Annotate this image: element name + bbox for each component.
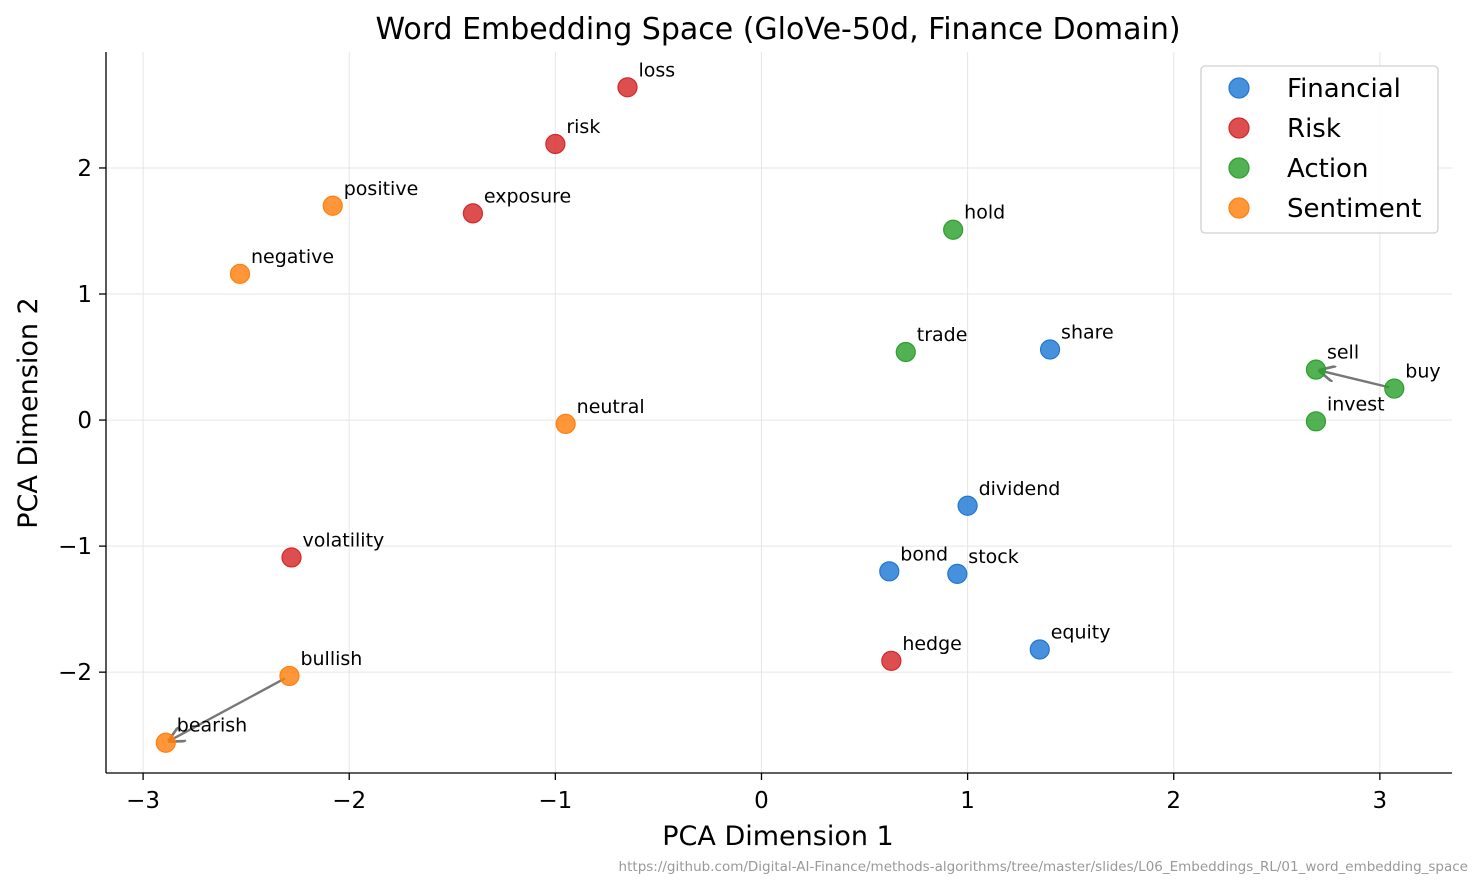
legend-marker-sentiment [1228, 197, 1250, 219]
point-exposure [462, 203, 484, 224]
x-tick-label: −2 [332, 788, 366, 814]
legend-marker-action [1228, 157, 1250, 179]
label-exposure: exposure [484, 185, 571, 207]
legend-label-action: Action [1287, 154, 1368, 184]
chart-title: Word Embedding Space (GloVe-50d, Finance… [375, 12, 1180, 47]
y-tick-label: 1 [77, 282, 92, 308]
data-labels: share dividend bond stock equity loss risk expo… [177, 59, 1441, 736]
label-bullish: bullish [300, 648, 362, 670]
point-buy [1384, 378, 1405, 399]
label-sell: sell [1327, 342, 1359, 364]
y-tick-label: 0 [77, 408, 92, 434]
label-hold: hold [964, 202, 1005, 224]
point-volatility [281, 547, 302, 568]
x-tick-label: 2 [1166, 788, 1181, 814]
point-invest [1305, 411, 1327, 432]
legend: Financial Risk Action Sentiment [1200, 65, 1439, 234]
x-tick-label: 0 [754, 788, 769, 814]
label-dividend: dividend [979, 478, 1061, 500]
point-dividend [957, 495, 978, 516]
legend-label-sentiment: Sentiment [1287, 194, 1421, 224]
point-equity [1029, 639, 1050, 660]
axes [105, 52, 1452, 774]
data-points [155, 77, 1405, 753]
label-equity: equity [1051, 621, 1111, 643]
x-axis-label: PCA Dimension 1 [662, 821, 893, 852]
y-tick-label: −2 [58, 660, 92, 686]
point-sell [1305, 359, 1327, 380]
label-neutral: neutral [577, 396, 645, 418]
label-volatility: volatility [303, 529, 385, 551]
point-risk [545, 133, 566, 155]
label-bond: bond [900, 543, 948, 565]
label-loss: loss [638, 59, 675, 81]
legend-marker-risk [1228, 117, 1250, 139]
legend-label-financial: Financial [1287, 74, 1401, 104]
label-share: share [1061, 321, 1114, 343]
point-stock [947, 563, 968, 584]
x-tick-label: 3 [1373, 788, 1388, 814]
label-negative: negative [251, 246, 334, 268]
legend-marker-financial [1228, 77, 1250, 99]
label-invest: invest [1327, 393, 1385, 415]
point-hedge [881, 650, 902, 671]
y-axis-label: PCA Dimension 2 [13, 297, 44, 528]
label-stock: stock [968, 546, 1018, 568]
point-share [1039, 339, 1061, 360]
label-positive: positive [344, 178, 419, 200]
ticks: −3 −2 −1 0 1 2 3 −2 −1 0 1 2 [58, 156, 1387, 814]
point-trade [895, 341, 916, 363]
y-tick-label: −1 [58, 534, 92, 560]
point-loss [617, 77, 638, 98]
label-buy: buy [1405, 361, 1440, 383]
arrow-bullish-to-bearish [169, 677, 286, 741]
label-hedge: hedge [902, 633, 962, 655]
x-tick-label: −3 [126, 788, 160, 814]
point-bearish [155, 732, 176, 753]
point-hold [943, 219, 964, 240]
legend-box [1200, 65, 1439, 234]
source-url: https://github.com/Digital-AI-Finance/me… [618, 859, 1468, 875]
x-tick-label: 1 [960, 788, 975, 814]
point-negative [229, 263, 251, 284]
point-bullish [279, 665, 300, 687]
grid [106, 52, 1452, 773]
label-trade: trade [917, 324, 968, 346]
y-tick-label: 2 [77, 156, 92, 182]
label-bearish: bearish [177, 715, 247, 737]
legend-label-risk: Risk [1287, 114, 1341, 144]
label-risk: risk [566, 116, 600, 138]
point-neutral [555, 413, 576, 434]
point-bond [879, 561, 900, 582]
point-positive [322, 195, 343, 216]
x-tick-label: −1 [538, 788, 572, 814]
arrows [169, 371, 1390, 741]
arrow-buy-to-sell [1320, 371, 1390, 389]
